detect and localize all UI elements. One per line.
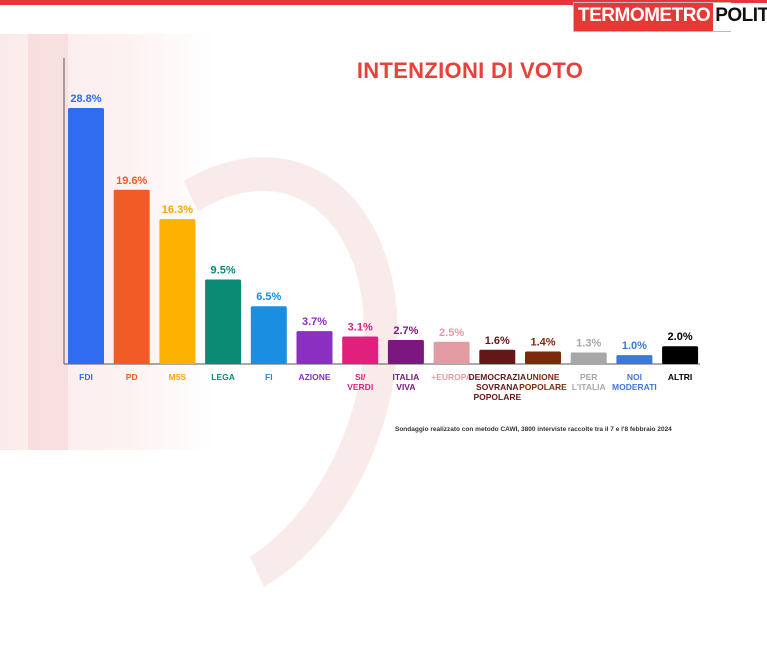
bar-1 [113,189,150,364]
bar-5 [296,331,333,364]
data-label-11: 1.3% [576,337,601,349]
top-accent-bar [0,0,767,5]
category-label-1: PD [126,372,138,382]
bar-6 [342,336,379,364]
category-label-0: FDI [79,372,93,382]
category-label-13: ALTRI [668,372,692,382]
data-label-4: 6.5% [256,291,281,303]
bar-2 [159,219,196,364]
category-label-2: M5S [169,372,187,382]
bar-7 [387,340,424,364]
data-label-13: 2.0% [668,331,693,343]
category-label-4: FI [265,372,273,382]
bar-13 [662,346,699,364]
category-label-8: +EUROPA [431,372,472,382]
bar-0 [68,108,104,364]
bar-12 [616,355,653,364]
data-label-2: 16.3% [162,204,193,216]
data-label-8: 2.5% [439,327,464,339]
background-stripe [28,34,68,450]
data-label-0: 28.8% [70,93,101,105]
bar-chart: 28.8% FDI 19.6% PD 16.3% M5S 9.5% LEGA 6.5% FI 3.7… [63,58,700,402]
bar-11 [570,352,607,364]
category-label-7: ITALIA VIVA [393,372,420,392]
data-label-12: 1.0% [622,340,647,352]
category-label-6: SI/VERDI [347,372,373,392]
chart-title: INTENZIONI DI VOTO [356,58,584,83]
category-label-12: NOI MODERATI [612,372,657,392]
data-label-10: 1.4% [530,337,555,349]
brand-logo: TERMOMETRO POLITICO [574,3,767,31]
data-label-6: 3.1% [348,321,373,333]
bar-9 [479,349,516,364]
category-label-9: DEMOCRAZIA SOVRANA POPOLARE [468,372,526,402]
logo-part-politico: POLITICO [713,3,767,31]
bar-4 [250,306,287,364]
category-label-3: LEGA [211,372,235,382]
data-label-7: 2.7% [393,325,418,337]
category-label-10: UNIONE POPOLARE [519,372,567,392]
data-label-9: 1.6% [485,335,510,347]
data-label-5: 3.7% [302,316,327,328]
data-label-3: 9.5% [211,265,236,277]
category-label-5: AZIONE [298,372,330,382]
bar-8 [433,341,470,364]
logo-part-termometro: TERMOMETRO [574,3,714,31]
data-label-1: 19.6% [116,175,147,187]
bar-3 [205,279,242,364]
bar-10 [525,351,561,364]
category-label-11: PER L'ITALIA [572,372,606,392]
survey-footnote: Sondaggio realizzato con metodo CAWI, 38… [395,426,672,433]
